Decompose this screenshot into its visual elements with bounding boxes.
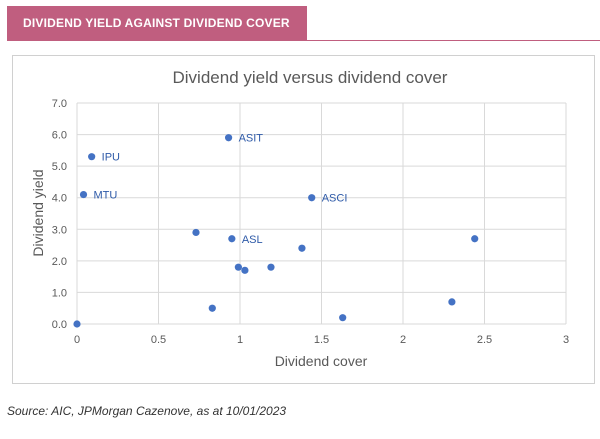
source-note: Source: AIC, JPMorgan Cazenove, as at 10… (7, 404, 287, 418)
section-header: DIVIDEND YIELD AGAINST DIVIDEND COVER (7, 6, 307, 40)
point-labels: IPU MTU ASIT ASCI ASL (94, 133, 348, 246)
data-point (228, 235, 236, 243)
y-tick-label: 4.0 (52, 193, 67, 205)
data-point (471, 235, 479, 243)
data-point (224, 134, 233, 142)
data-points (73, 134, 479, 328)
data-point-label: ASIT (239, 133, 264, 145)
x-tick-label: 3 (563, 334, 569, 346)
x-tick-label: 1 (237, 334, 243, 346)
y-tick-label: 5.0 (52, 161, 67, 173)
header-divider (7, 40, 600, 41)
x-tick-label: 0.5 (151, 334, 166, 346)
data-point-label: ASCI (322, 193, 348, 205)
y-tick-label: 2.0 (52, 256, 67, 268)
data-point (208, 304, 216, 312)
x-tick-label: 1.5 (314, 334, 329, 346)
data-point-label: ASL (242, 234, 263, 246)
tick-labels: 0.0 1.0 2.0 3.0 4.0 5.0 6.0 7.0 0 0.5 1 1.5 2 2.5 3 (52, 98, 569, 346)
y-tick-label: 7.0 (52, 98, 67, 110)
chart-frame (12, 55, 595, 384)
data-point (73, 320, 81, 328)
data-point (448, 298, 456, 306)
data-point (234, 263, 242, 271)
data-point (339, 314, 347, 322)
y-tick-label: 0.0 (52, 319, 67, 331)
x-tick-label: 2 (400, 334, 406, 346)
data-point (298, 244, 306, 252)
data-point (241, 266, 249, 274)
data-point-label: MTU (94, 190, 118, 202)
chart-title: Dividend yield versus dividend cover (173, 68, 448, 87)
y-tick-label: 6.0 (52, 130, 67, 142)
grid-lines (76, 102, 567, 325)
x-tick-label: 0 (74, 334, 80, 346)
data-point-label: IPU (102, 152, 120, 164)
y-tick-label: 3.0 (52, 224, 67, 236)
data-point (79, 190, 88, 199)
data-point (88, 153, 96, 161)
data-point (267, 263, 275, 271)
x-tick-label: 2.5 (477, 334, 492, 346)
data-point (192, 228, 200, 237)
y-axis-label: Dividend yield (30, 169, 46, 256)
data-point (308, 194, 316, 202)
x-axis-label: Dividend cover (275, 353, 368, 369)
y-tick-label: 1.0 (52, 287, 67, 299)
